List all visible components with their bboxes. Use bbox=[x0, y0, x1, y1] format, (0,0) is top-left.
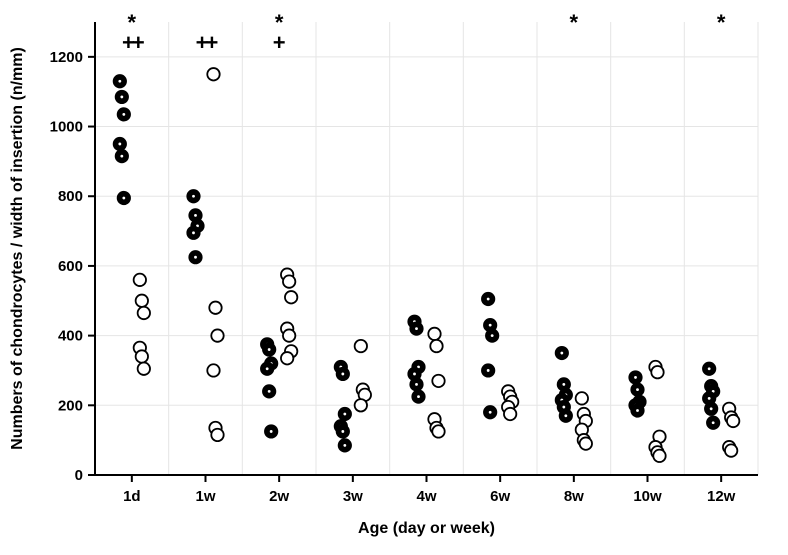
point-open bbox=[651, 366, 663, 378]
point-open bbox=[138, 363, 150, 375]
point-filled-center bbox=[122, 197, 125, 200]
point-filled-center bbox=[562, 383, 565, 386]
y-tick-label: 0 bbox=[75, 467, 83, 484]
point-open bbox=[138, 307, 150, 319]
point-filled-center bbox=[122, 113, 125, 116]
point-filled-center bbox=[634, 376, 637, 379]
point-filled-center bbox=[192, 231, 195, 234]
y-tick-label: 200 bbox=[58, 397, 83, 414]
point-filled-center bbox=[560, 352, 563, 355]
x-tick-label: 2w bbox=[269, 488, 289, 505]
point-open bbox=[211, 429, 223, 441]
point-filled-center bbox=[712, 421, 715, 424]
point-open bbox=[432, 425, 444, 437]
point-open bbox=[504, 408, 516, 420]
point-filled-center bbox=[120, 155, 123, 158]
y-tick-label: 800 bbox=[58, 188, 83, 205]
point-open bbox=[281, 352, 293, 364]
point-open bbox=[576, 392, 588, 404]
point-open bbox=[211, 329, 223, 341]
significance-marker: + bbox=[273, 30, 286, 55]
y-tick-label: 1000 bbox=[50, 119, 83, 136]
point-filled-center bbox=[268, 390, 271, 393]
point-filled-center bbox=[562, 406, 565, 409]
point-open bbox=[580, 437, 592, 449]
point-open bbox=[428, 328, 440, 340]
point-filled-center bbox=[341, 373, 344, 376]
y-tick-label: 600 bbox=[58, 258, 83, 275]
point-open bbox=[209, 302, 221, 314]
point-filled-center bbox=[415, 327, 418, 330]
point-open bbox=[136, 295, 148, 307]
x-axis-label: Age (day or week) bbox=[358, 520, 495, 537]
y-tick-label: 400 bbox=[58, 328, 83, 345]
point-filled-center bbox=[415, 383, 418, 386]
point-open bbox=[134, 274, 146, 286]
point-open bbox=[432, 375, 444, 387]
y-axis-label: Numbers of chondrocytes / width of inser… bbox=[9, 47, 26, 450]
point-filled-center bbox=[268, 348, 271, 351]
point-filled-center bbox=[270, 430, 273, 433]
significance-marker: * bbox=[570, 10, 579, 35]
x-tick-label: 1d bbox=[123, 488, 141, 505]
point-open bbox=[653, 450, 665, 462]
point-filled-center bbox=[341, 430, 344, 433]
point-filled-center bbox=[636, 388, 639, 391]
significance-marker: ++ bbox=[196, 30, 218, 55]
point-filled-center bbox=[343, 444, 346, 447]
x-tick-label: 4w bbox=[416, 488, 436, 505]
point-filled-center bbox=[636, 409, 639, 412]
point-open bbox=[207, 364, 219, 376]
significance-marker: * bbox=[717, 10, 726, 35]
point-open bbox=[283, 329, 295, 341]
point-filled-center bbox=[192, 195, 195, 198]
point-open bbox=[283, 275, 295, 287]
point-open bbox=[725, 444, 737, 456]
scatter-chart: 0 200 400 600 800 1000 1200 1d 1w 2w 3w 4w 6w 8w 10w 12… bbox=[0, 0, 788, 555]
point-open bbox=[285, 291, 297, 303]
point-open bbox=[355, 340, 367, 352]
point-filled-center bbox=[266, 367, 269, 370]
point-filled-center bbox=[413, 373, 416, 376]
point-filled-center bbox=[417, 395, 420, 398]
point-open bbox=[430, 340, 442, 352]
x-tick-label: 8w bbox=[564, 488, 584, 505]
x-tick-label: 6w bbox=[490, 488, 510, 505]
point-filled-center bbox=[708, 367, 711, 370]
point-filled-center bbox=[708, 397, 711, 400]
y-tick-label: 1200 bbox=[50, 49, 83, 66]
point-filled-center bbox=[710, 407, 713, 410]
point-filled-center bbox=[194, 214, 197, 217]
x-tick-label: 12w bbox=[707, 488, 736, 505]
point-open bbox=[355, 399, 367, 411]
x-tick-label: 1w bbox=[195, 488, 215, 505]
point-filled-center bbox=[489, 324, 492, 327]
point-open bbox=[207, 68, 219, 80]
point-filled-center bbox=[194, 256, 197, 259]
point-filled-center bbox=[489, 411, 492, 414]
point-filled-center bbox=[343, 413, 346, 416]
x-tick-label: 3w bbox=[343, 488, 363, 505]
x-tick-label: 10w bbox=[633, 488, 662, 505]
point-filled-center bbox=[491, 334, 494, 337]
point-filled-center bbox=[118, 80, 121, 83]
significance-marker: ++ bbox=[122, 30, 144, 55]
point-filled-center bbox=[118, 143, 121, 146]
point-filled-center bbox=[487, 369, 490, 372]
point-open bbox=[727, 415, 739, 427]
point-filled-center bbox=[120, 96, 123, 99]
point-filled-center bbox=[564, 414, 567, 417]
point-open bbox=[136, 350, 148, 362]
point-filled-center bbox=[487, 298, 490, 301]
